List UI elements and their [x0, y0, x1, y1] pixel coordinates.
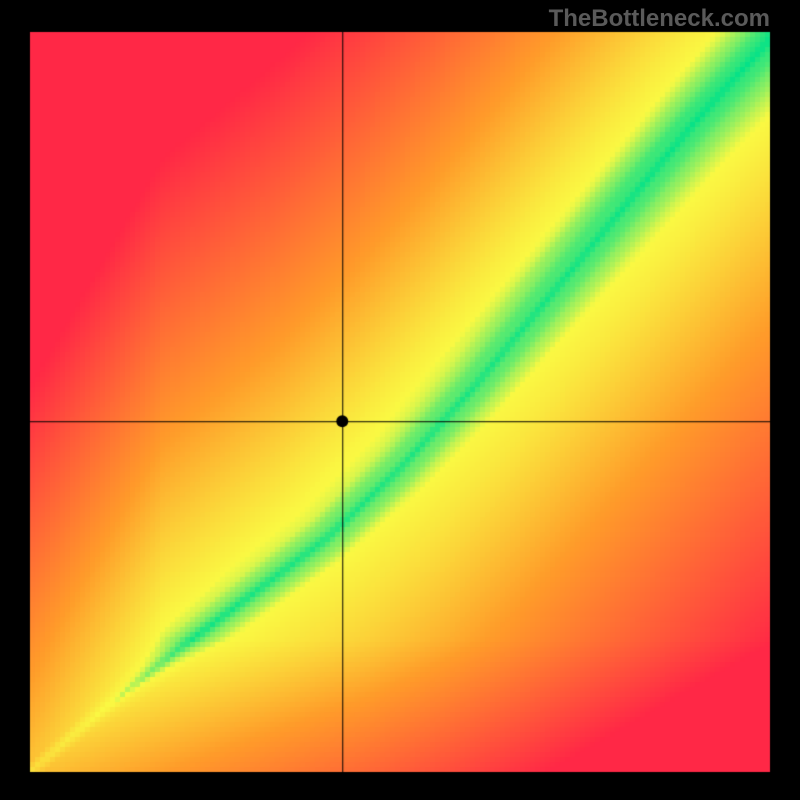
watermark-text: TheBottleneck.com: [549, 5, 770, 33]
bottleneck-heatmap: [0, 0, 800, 800]
